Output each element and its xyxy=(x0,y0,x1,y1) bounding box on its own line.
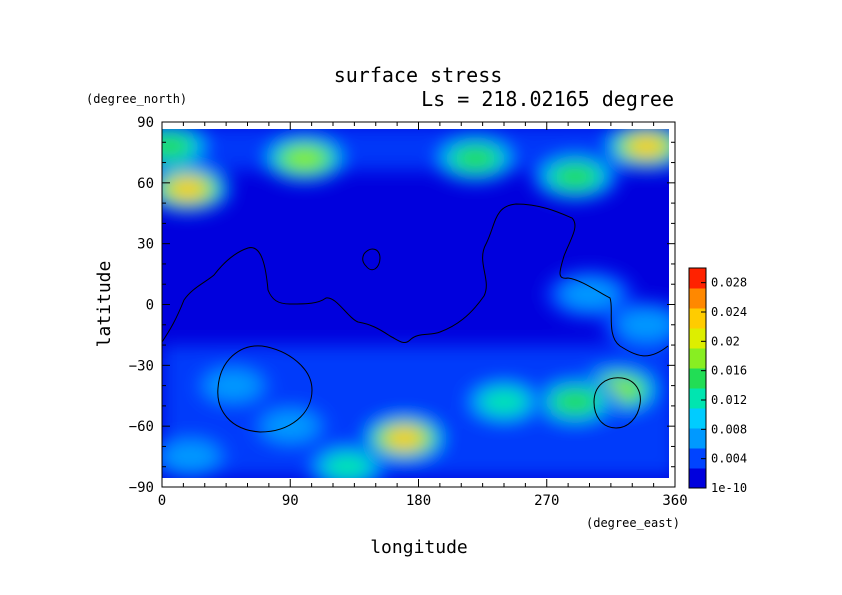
x-tick-label: 360 xyxy=(662,493,687,509)
x-unit-label: (degree_east) xyxy=(586,516,680,530)
contour-line-hellas xyxy=(593,377,641,429)
contour-line-argyre xyxy=(217,345,313,433)
x-tick-label: 270 xyxy=(534,493,559,509)
y-tick-label: 0 xyxy=(146,298,154,314)
hotspot-13-level-1 xyxy=(261,410,320,443)
hotspot-3-level-4 xyxy=(284,147,325,170)
contour-line-tharsis xyxy=(161,203,669,357)
y-tick-label: −30 xyxy=(129,358,154,374)
y-axis: 90 60 30 0 −30 −60 −90 xyxy=(129,115,675,496)
colorbar-swatch xyxy=(689,428,706,449)
chart-title: surface stress xyxy=(334,63,503,87)
colorbar: 0.028 0.024 0.02 0.016 0.012 0.008 0.004 1e-10 xyxy=(688,267,747,495)
colorbar-tick-label: 0.012 xyxy=(711,393,747,407)
colorbar-swatch xyxy=(689,448,706,469)
y-tick-label: 60 xyxy=(137,176,154,192)
y-tick-label: −60 xyxy=(129,419,154,435)
colorbar-swatch xyxy=(689,368,706,389)
hotspot-2-level-3 xyxy=(162,134,191,159)
x-tick-label: 0 xyxy=(158,493,166,509)
hotspot-0-level-5 xyxy=(168,178,207,200)
hotspot-15-level-1 xyxy=(617,308,669,341)
y-tick-label: −90 xyxy=(129,480,154,496)
hotspot-4-level-3 xyxy=(454,146,497,171)
contour-line-elysium xyxy=(362,248,381,271)
hotspot-5-level-3 xyxy=(553,164,597,189)
chart-subtitle: Ls = 218.02165 degree xyxy=(421,87,674,111)
colorbar-swatch xyxy=(689,328,706,349)
y-tick-label: 90 xyxy=(137,115,154,131)
hotspot-12-level-1 xyxy=(162,440,220,473)
y-axis-label: latitude xyxy=(94,261,115,348)
colorbar-swatch xyxy=(689,408,706,429)
hotspot-8-level-5 xyxy=(385,427,424,450)
hotspot-9-level-2 xyxy=(323,453,372,478)
y-tick-label: 30 xyxy=(137,237,154,253)
colorbar-tick-label: 1e-10 xyxy=(711,481,747,495)
y-unit-label: (degree_north) xyxy=(86,92,187,106)
heatmap-field xyxy=(162,129,669,478)
x-axis: 0 90 180 270 360 xyxy=(158,122,688,509)
colorbar-tick-label: 0.028 xyxy=(711,276,747,290)
colorbar-frame xyxy=(688,267,707,489)
colorbar-swatch xyxy=(689,388,706,409)
colorbar-tick-label: 0.024 xyxy=(711,305,747,319)
colorbar-swatch xyxy=(689,268,706,289)
hotspot-1-level-5 xyxy=(627,135,666,157)
x-tick-label: 90 xyxy=(282,493,299,509)
colorbar-swatch xyxy=(689,288,706,309)
hotspot-10-level-1 xyxy=(204,369,263,402)
colorbar-tick-label: 0.004 xyxy=(711,452,747,466)
colorbar-tick-label: 0.008 xyxy=(711,422,747,436)
heatmap-blobs xyxy=(162,129,669,478)
colorbar-tick-label: 0.016 xyxy=(711,364,747,378)
colorbar-swatch xyxy=(689,348,706,369)
hotspot-7-level-3 xyxy=(553,389,597,414)
hotspot-11-level-2 xyxy=(480,388,528,416)
topography-contours xyxy=(161,203,669,433)
colorbar-tick-label: 0.02 xyxy=(711,334,740,348)
x-axis-label: longitude xyxy=(370,537,468,558)
colorbar-swatch xyxy=(689,468,706,489)
colorbar-swatch xyxy=(689,308,706,329)
x-tick-label: 180 xyxy=(406,493,431,509)
hotspot-14-level-1 xyxy=(560,278,619,311)
